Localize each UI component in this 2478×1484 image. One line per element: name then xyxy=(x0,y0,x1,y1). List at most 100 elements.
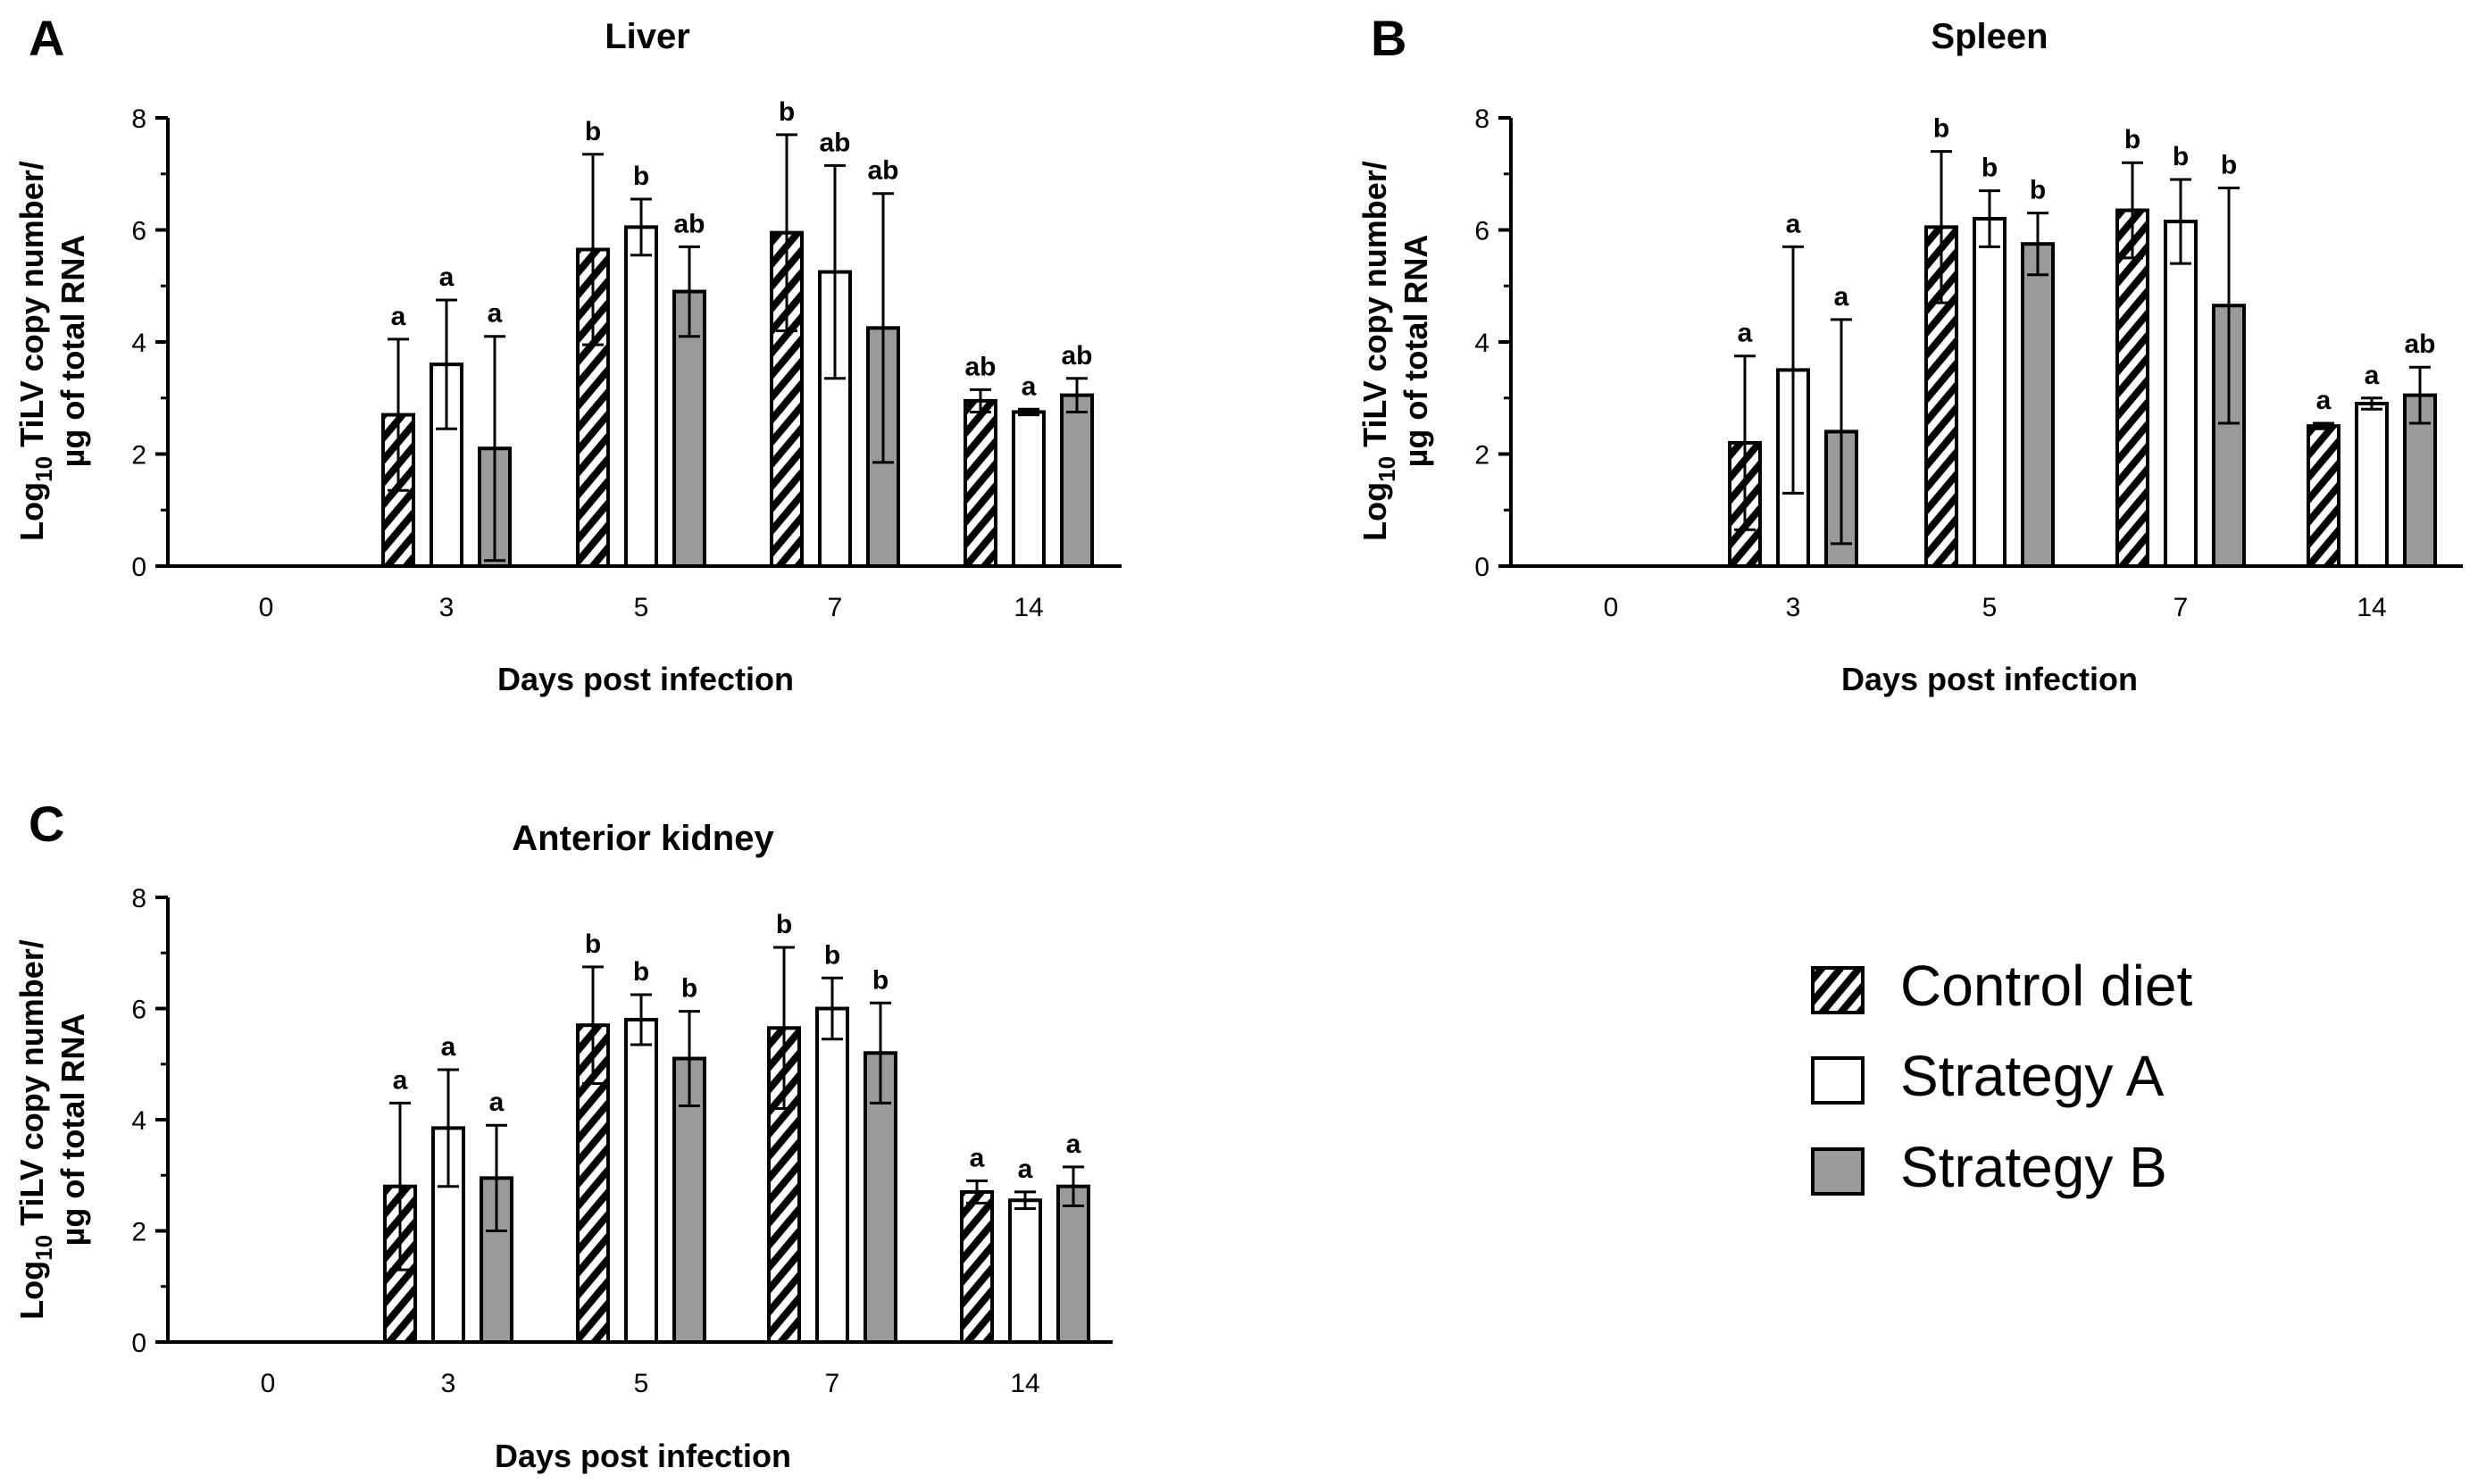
significance-letter: b xyxy=(2030,176,2046,205)
legend-swatch-control-diet xyxy=(1811,966,1865,1014)
y-tick-label: 6 xyxy=(131,996,146,1025)
chart-title: Anterior kidney xyxy=(512,819,774,858)
y-tick-label: 2 xyxy=(131,441,146,471)
x-tick-label: 7 xyxy=(828,593,843,622)
significance-letter: a xyxy=(488,299,503,329)
bar-strategy-a xyxy=(1012,410,1046,568)
x-tick-label: 3 xyxy=(439,593,455,622)
panel-anterior-kidney: C Anterior kidney Log10 TiLV copy number… xyxy=(13,796,1113,1474)
x-tick-label: 7 xyxy=(825,1369,840,1398)
y-tick-label: 6 xyxy=(1474,217,1489,246)
bar-strategy-a xyxy=(2355,402,2389,568)
significance-letter: b xyxy=(779,97,795,127)
significance-letter: b xyxy=(1982,154,1998,183)
bar-control-diet xyxy=(2307,424,2340,568)
y-tick-label: 8 xyxy=(131,884,146,913)
significance-letter: b xyxy=(872,965,889,995)
legend-swatch-strategy-b xyxy=(1811,1147,1865,1196)
panel-liver: A Liver Log10 TiLV copy number/ µg of to… xyxy=(13,10,1122,697)
y-axis-label: Log10 TiLV copy number/ xyxy=(13,161,57,541)
y-tick-label: 4 xyxy=(1474,329,1489,358)
significance-letter: ab xyxy=(964,352,996,381)
bar-control-diet xyxy=(960,1189,994,1345)
bar-strategy-a xyxy=(815,1006,849,1344)
legend-label-control-diet: Control diet xyxy=(1900,954,2193,1018)
significance-letter: a xyxy=(2316,386,2332,415)
significance-letter: b xyxy=(585,930,601,959)
significance-letter: ab xyxy=(867,156,898,186)
significance-letter: a xyxy=(970,1143,985,1172)
significance-letter: b xyxy=(2173,142,2189,171)
legend: Control diet Strategy A Strategy B xyxy=(1811,954,2193,1199)
significance-letter: a xyxy=(441,1032,456,1062)
y-tick-label: 8 xyxy=(131,104,146,134)
x-axis-label: Days post infection xyxy=(495,1438,791,1474)
y-axis-label-line2: µg of total RNA xyxy=(54,1013,91,1246)
significance-letter: a xyxy=(393,1065,408,1095)
significance-letter: b xyxy=(633,162,649,191)
bar-strategy-a xyxy=(2164,220,2198,568)
bar-strategy-a xyxy=(624,1017,658,1344)
x-tick-label: 14 xyxy=(1010,1369,1039,1398)
x-tick-label: 3 xyxy=(441,1369,456,1398)
y-axis-label-line2: µg of total RNA xyxy=(54,235,91,468)
significance-letter: a xyxy=(2365,361,2380,390)
significance-letter: ab xyxy=(2404,329,2435,359)
bar-strategy-b xyxy=(1060,393,1094,568)
significance-letter: b xyxy=(681,974,697,1004)
bar-strategy-a xyxy=(1973,216,2007,568)
significance-letter: b xyxy=(585,117,601,146)
significance-letter: a xyxy=(1738,319,1753,348)
panel-letter: C xyxy=(29,796,64,852)
y-tick-label: 6 xyxy=(131,217,146,246)
significance-letter: a xyxy=(1834,282,1849,312)
x-tick-label: 14 xyxy=(2357,593,2386,622)
significance-letter: b xyxy=(2221,150,2237,179)
significance-letter: ab xyxy=(1061,341,1092,371)
x-tick-label: 5 xyxy=(1982,593,1998,622)
panel-letter: A xyxy=(29,10,64,66)
chart-title: Spleen xyxy=(1931,17,2048,56)
x-tick-label: 3 xyxy=(1786,593,1801,622)
x-tick-label: 5 xyxy=(634,1369,649,1398)
significance-letter: a xyxy=(1786,209,1801,238)
significance-letter: b xyxy=(1933,114,1949,144)
significance-letter: a xyxy=(1022,371,1037,401)
bar-strategy-b xyxy=(2021,242,2055,568)
bar-strategy-a xyxy=(624,225,658,569)
bar-strategy-a xyxy=(1008,1198,1042,1344)
significance-letter: b xyxy=(633,957,649,987)
y-tick-label: 0 xyxy=(1474,553,1489,582)
significance-letter: ab xyxy=(819,128,850,157)
significance-letter: b xyxy=(824,940,840,970)
y-tick-label: 4 xyxy=(131,329,146,358)
y-axis-label: Log10 TiLV copy number/ xyxy=(13,939,57,1320)
y-tick-label: 2 xyxy=(1474,441,1489,471)
significance-letter: ab xyxy=(673,209,705,238)
significance-letter: b xyxy=(776,910,792,939)
y-axis-label-line2: µg of total RNA xyxy=(1398,235,1434,468)
legend-label-strategy-a: Strategy A xyxy=(1900,1044,2165,1108)
y-tick-label: 2 xyxy=(131,1218,146,1247)
panel-letter: B xyxy=(1371,10,1406,66)
x-axis-label: Days post infection xyxy=(497,661,794,697)
y-tick-label: 0 xyxy=(131,553,146,582)
x-tick-label: 5 xyxy=(634,593,649,622)
significance-letter: a xyxy=(489,1088,505,1117)
y-tick-label: 8 xyxy=(1474,104,1489,134)
significance-letter: b xyxy=(2124,125,2140,154)
plot-area-anterior-kidney: a b b a a b b a a b b a 0 2 4 6 8 0 3 5 7 14 xyxy=(131,884,1113,1398)
legend-label-strategy-b: Strategy B xyxy=(1900,1135,2167,1199)
y-axis-label: Log10 TiLV copy number/ xyxy=(1356,161,1400,541)
y-tick-label: 4 xyxy=(131,1106,146,1136)
x-tick-label: 0 xyxy=(261,1369,276,1398)
significance-letter: a xyxy=(391,302,406,331)
chart-title: Liver xyxy=(605,17,690,56)
x-tick-label: 7 xyxy=(2173,593,2189,622)
bar-control-diet xyxy=(964,398,997,569)
bar-control-diet xyxy=(2115,208,2149,568)
panel-spleen: B Spleen Log10 TiLV copy number/ µg of t… xyxy=(1356,10,2463,697)
